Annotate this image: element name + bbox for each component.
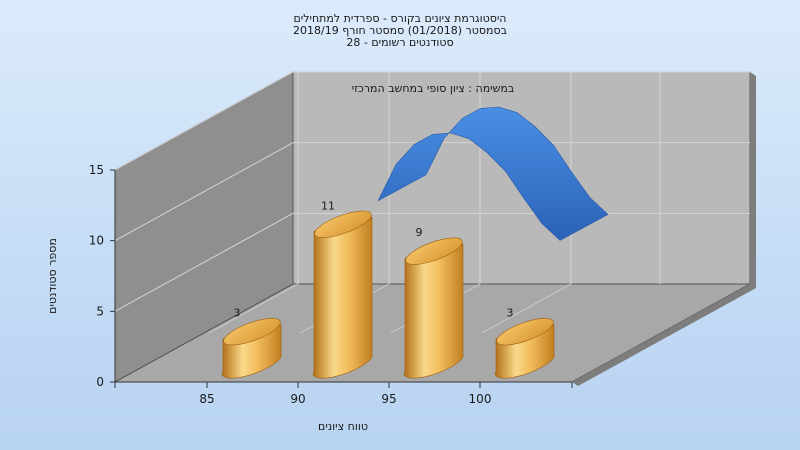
bar-cap	[405, 237, 463, 265]
chart-title: היסטוגרמת ציונים בקורס - ספרדית למתחילים…	[293, 12, 507, 49]
floor-edge	[572, 284, 756, 386]
bar-body	[312, 216, 373, 379]
bar-value-label: 3	[234, 307, 241, 320]
bar	[312, 210, 373, 379]
bar-cap	[314, 210, 372, 238]
y-tick-label: 15	[89, 163, 104, 177]
bars-layer	[221, 210, 555, 379]
grid-line-floor	[208, 283, 299, 334]
plot-area: 3 11 9 3	[114, 71, 756, 386]
x-tick-label: 100	[469, 392, 492, 406]
title-line-2: בסמסטר (01/2018) סמסטר חורף 2018/19	[293, 24, 507, 37]
x-tick-label: 90	[290, 392, 305, 406]
chart-annotation: במשימה : ציון סופי במחשב המרכזי	[352, 82, 515, 95]
y-tick-label: 10	[89, 234, 104, 248]
bar-cap	[496, 318, 554, 346]
y-axis-title: מספר סטודנטים	[46, 238, 59, 314]
bar	[221, 318, 282, 379]
bar-value-label: 3	[507, 307, 514, 320]
y-axis: 0 5 10 15	[89, 163, 116, 389]
series-curve	[377, 106, 609, 241]
bar	[494, 318, 555, 379]
back-wall-edge	[750, 72, 756, 288]
grid-line-left	[114, 212, 294, 312]
bar-value-label: 9	[416, 226, 423, 239]
x-axis-title: טווח ציונים	[318, 420, 368, 433]
title-line-3: סטודנטים רשומים - 28	[346, 36, 453, 49]
x-tick-label: 85	[199, 392, 214, 406]
x-axis: 85 90 95 100	[114, 381, 573, 406]
grid-line-left	[114, 71, 294, 171]
bar-value-label: 11	[321, 199, 335, 212]
grid-line-left	[114, 142, 294, 242]
bar-body	[403, 243, 464, 379]
bar	[403, 237, 464, 379]
grid-line-floor	[481, 283, 572, 334]
x-tick-label: 95	[381, 392, 396, 406]
y-tick-label: 0	[96, 375, 104, 389]
curve-layer	[377, 106, 609, 241]
title-line-1: היסטוגרמת ציונים בקורס - ספרדית למתחילים	[294, 12, 507, 25]
y-tick-label: 5	[96, 304, 104, 318]
value-labels: 3 11 9 3	[234, 199, 514, 319]
bar-cap	[223, 318, 281, 346]
